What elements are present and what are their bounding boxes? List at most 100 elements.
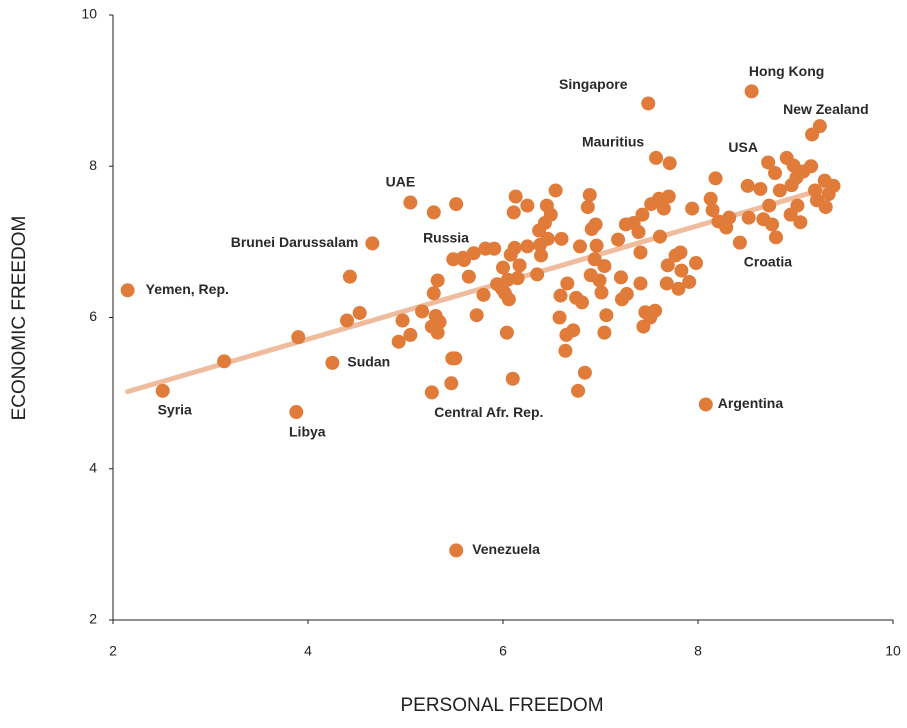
point bbox=[461, 269, 476, 284]
point bbox=[580, 200, 595, 215]
annotation: Syria bbox=[158, 402, 192, 418]
point bbox=[395, 313, 410, 328]
point bbox=[790, 198, 805, 213]
point bbox=[391, 334, 406, 349]
point bbox=[520, 198, 535, 213]
point bbox=[818, 200, 833, 215]
point bbox=[506, 205, 521, 220]
point bbox=[588, 217, 603, 232]
point bbox=[826, 178, 841, 193]
point bbox=[698, 397, 713, 412]
point bbox=[635, 207, 650, 222]
point bbox=[155, 383, 170, 398]
point bbox=[449, 543, 464, 558]
point bbox=[552, 310, 567, 325]
point bbox=[619, 287, 634, 302]
point bbox=[510, 271, 525, 286]
point bbox=[508, 189, 523, 204]
point bbox=[120, 283, 135, 298]
point bbox=[597, 259, 612, 274]
point bbox=[594, 285, 609, 300]
point bbox=[772, 183, 787, 198]
point bbox=[426, 205, 441, 220]
x-axis-label: PERSONAL FREEDOM bbox=[400, 695, 603, 716]
point bbox=[577, 365, 592, 380]
point bbox=[424, 385, 439, 400]
annotation: Yemen, Rep. bbox=[146, 281, 229, 297]
annotation: Singapore bbox=[559, 76, 628, 92]
point bbox=[631, 225, 646, 240]
point bbox=[496, 260, 510, 275]
point bbox=[682, 274, 697, 289]
point bbox=[415, 304, 430, 319]
point bbox=[448, 351, 463, 366]
point bbox=[340, 313, 354, 328]
annotation: Russia bbox=[423, 229, 469, 245]
point bbox=[548, 183, 563, 198]
annotation: Central Afr. Rep. bbox=[434, 404, 543, 420]
x-tick-label: 10 bbox=[885, 643, 901, 659]
point bbox=[633, 245, 648, 260]
x-tick-label: 4 bbox=[304, 643, 312, 659]
y-axis-label: ECONOMIC FREEDOM bbox=[9, 216, 30, 421]
point bbox=[768, 166, 783, 181]
annotation: USA bbox=[728, 139, 758, 155]
point bbox=[444, 376, 459, 391]
point bbox=[589, 238, 604, 253]
annotation: Libya bbox=[289, 424, 326, 440]
point bbox=[554, 231, 569, 246]
point bbox=[560, 276, 575, 291]
point bbox=[705, 203, 720, 218]
point bbox=[769, 230, 783, 245]
point bbox=[456, 250, 471, 265]
point bbox=[793, 215, 808, 230]
point bbox=[289, 405, 304, 420]
point bbox=[342, 269, 357, 284]
point bbox=[592, 273, 607, 288]
point bbox=[352, 305, 367, 320]
point bbox=[553, 288, 568, 303]
y-tick-label: 2 bbox=[89, 611, 97, 627]
point bbox=[641, 96, 656, 111]
y-tick-label: 10 bbox=[81, 6, 97, 22]
point bbox=[761, 155, 776, 170]
point bbox=[587, 252, 602, 267]
point bbox=[512, 258, 527, 273]
point bbox=[597, 325, 612, 340]
point bbox=[703, 191, 718, 206]
point bbox=[673, 245, 688, 260]
point bbox=[611, 232, 626, 247]
y-tick-label: 8 bbox=[89, 157, 97, 173]
annotation: Croatia bbox=[744, 253, 792, 269]
point bbox=[558, 343, 573, 358]
point bbox=[487, 241, 502, 256]
point bbox=[403, 327, 418, 342]
point bbox=[649, 150, 664, 165]
point bbox=[566, 323, 581, 338]
annotation: UAE bbox=[386, 173, 416, 189]
point bbox=[804, 159, 819, 174]
point bbox=[499, 325, 514, 340]
point bbox=[505, 371, 520, 386]
point bbox=[501, 292, 516, 307]
point bbox=[652, 229, 667, 244]
annotation: Sudan bbox=[347, 354, 390, 370]
point bbox=[540, 231, 555, 246]
point bbox=[426, 286, 441, 301]
point bbox=[507, 240, 522, 255]
point bbox=[753, 181, 768, 196]
point bbox=[449, 197, 464, 212]
point bbox=[656, 201, 671, 216]
point bbox=[741, 210, 756, 225]
point bbox=[430, 273, 445, 288]
point bbox=[520, 239, 535, 254]
point bbox=[744, 84, 759, 99]
point bbox=[671, 281, 686, 296]
point bbox=[599, 308, 614, 323]
point bbox=[765, 217, 780, 232]
point bbox=[613, 270, 628, 285]
point bbox=[325, 355, 340, 370]
annotation: Brunei Darussalam bbox=[231, 234, 359, 250]
point bbox=[573, 239, 588, 254]
